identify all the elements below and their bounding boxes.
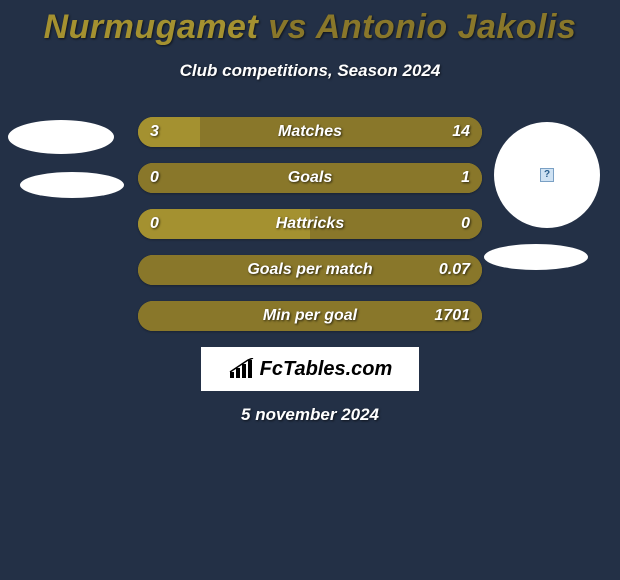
- vs-text: vs: [268, 8, 307, 46]
- stat-row-goals: 0 Goals 1: [138, 163, 482, 193]
- stat-row-matches: 3 Matches 14: [138, 117, 482, 147]
- stat-row-goals-per-match: Goals per match 0.07: [138, 255, 482, 285]
- stat-value-right: 1701: [434, 301, 470, 331]
- stats-container: 3 Matches 14 0 Goals 1 0 Hattricks 0 Goa…: [138, 117, 482, 331]
- player2-avatar: ?: [494, 122, 600, 270]
- image-placeholder-icon: ?: [540, 168, 554, 182]
- stat-label: Matches: [138, 117, 482, 147]
- stat-row-hattricks: 0 Hattricks 0: [138, 209, 482, 239]
- stat-row-min-per-goal: Min per goal 1701: [138, 301, 482, 331]
- stat-label: Goals per match: [138, 255, 482, 285]
- watermark: FcTables.com: [201, 347, 419, 391]
- stat-value-right: 0.07: [439, 255, 470, 285]
- player1-head-shape: [8, 120, 114, 154]
- watermark-text: FcTables.com: [260, 358, 393, 381]
- player2-photo-placeholder: ?: [494, 122, 600, 228]
- player1-body-shape: [20, 172, 124, 198]
- player2-name: Antonio Jakolis: [316, 8, 577, 46]
- stat-value-right: 1: [461, 163, 470, 193]
- stat-label: Min per goal: [138, 301, 482, 331]
- subtitle: Club competitions, Season 2024: [0, 61, 620, 81]
- footer-date: 5 november 2024: [0, 405, 620, 425]
- stat-value-right: 0: [461, 209, 470, 239]
- bar-chart-icon: [228, 358, 254, 380]
- player2-club-shape: [484, 244, 588, 270]
- stat-label: Hattricks: [138, 209, 482, 239]
- stat-value-right: 14: [452, 117, 470, 147]
- stat-label: Goals: [138, 163, 482, 193]
- player1-name: Nurmugamet: [44, 8, 259, 46]
- player1-avatar: [8, 120, 124, 198]
- page-title: Nurmugamet vs Antonio Jakolis: [0, 0, 620, 47]
